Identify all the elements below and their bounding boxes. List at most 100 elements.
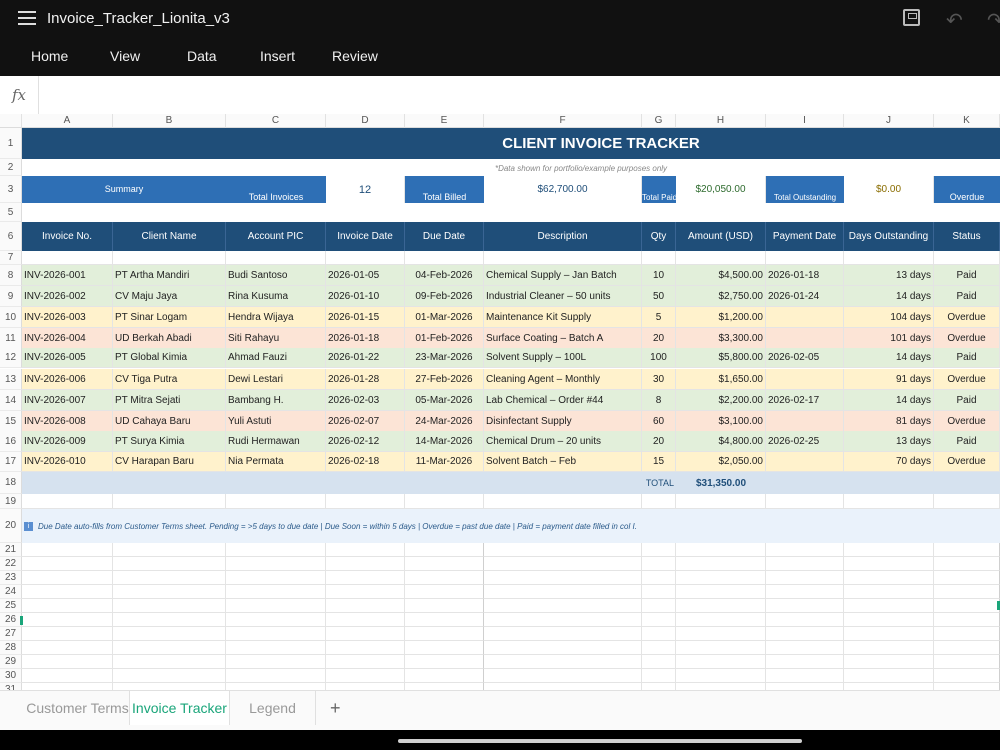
spreadsheet-grid[interactable]: CLIENT INVOICE TRACKER *Data shown for p… (0, 114, 1000, 690)
empty-cell[interactable] (676, 585, 766, 599)
table-cell[interactable]: Budi Santoso (226, 265, 326, 286)
table-cell[interactable]: CV Tiga Putra (113, 369, 226, 390)
redo-icon[interactable]: ↷ (987, 10, 1000, 32)
empty-cell[interactable] (676, 251, 766, 265)
table-cell[interactable] (766, 369, 844, 390)
menu-home[interactable]: Home (31, 48, 69, 64)
table-cell[interactable]: INV-2026-010 (22, 452, 113, 472)
empty-cell[interactable] (934, 683, 1000, 690)
table-cell[interactable]: $1,650.00 (676, 369, 766, 390)
empty-cell[interactable] (676, 599, 766, 613)
table-cell[interactable]: 91 days (844, 369, 934, 390)
table-cell[interactable]: 70 days (844, 452, 934, 472)
table-cell[interactable]: Industrial Cleaner – 50 units (484, 286, 642, 307)
empty-cell[interactable] (326, 557, 405, 571)
table-cell[interactable]: 14 days (844, 390, 934, 411)
table-cell[interactable]: 2026-01-10 (326, 286, 405, 307)
table-cell[interactable]: PT Mitra Sejati (113, 390, 226, 411)
table-cell[interactable]: $2,750.00 (676, 286, 766, 307)
empty-cell[interactable] (226, 613, 326, 627)
table-cell[interactable]: Paid (934, 431, 1000, 452)
table-header-cell[interactable]: Description (484, 222, 642, 251)
table-cell[interactable]: 2026-01-18 (766, 265, 844, 286)
table-header-cell[interactable]: Qty (642, 222, 676, 251)
menu-review[interactable]: Review (332, 48, 378, 64)
table-cell[interactable]: 2026-01-24 (766, 286, 844, 307)
empty-cell[interactable] (22, 683, 113, 690)
table-cell[interactable]: 14 days (844, 348, 934, 368)
table-cell[interactable]: INV-2026-008 (22, 411, 113, 432)
empty-cell[interactable] (844, 669, 934, 683)
row-header-6[interactable]: 6 (0, 222, 22, 251)
table-cell[interactable]: 09-Feb-2026 (405, 286, 484, 307)
empty-cell[interactable] (676, 641, 766, 655)
table-cell[interactable]: INV-2026-006 (22, 369, 113, 390)
empty-cell[interactable] (766, 557, 844, 571)
empty-cell[interactable] (326, 494, 405, 509)
row-header-3[interactable]: 3 (0, 176, 22, 203)
empty-cell[interactable] (844, 251, 934, 265)
table-cell[interactable]: 04-Feb-2026 (405, 265, 484, 286)
row-header-24[interactable]: 24 (0, 585, 22, 599)
empty-cell[interactable] (226, 599, 326, 613)
table-cell[interactable]: 24-Mar-2026 (405, 411, 484, 432)
empty-cell[interactable] (676, 543, 766, 557)
row-header-23[interactable]: 23 (0, 571, 22, 585)
row-header-12[interactable]: 12 (0, 348, 22, 368)
row-header-29[interactable]: 29 (0, 655, 22, 669)
table-header-cell[interactable]: Due Date (405, 222, 484, 251)
table-cell[interactable]: $2,200.00 (676, 390, 766, 411)
empty-cell[interactable] (326, 571, 405, 585)
empty-cell[interactable] (22, 585, 113, 599)
table-cell[interactable]: Rina Kusuma (226, 286, 326, 307)
empty-cell[interactable] (844, 683, 934, 690)
table-cell[interactable]: PT Sinar Logam (113, 307, 226, 328)
row-header-27[interactable]: 27 (0, 627, 22, 641)
table-cell[interactable]: $4,500.00 (676, 265, 766, 286)
table-cell[interactable]: $4,800.00 (676, 431, 766, 452)
table-cell[interactable]: 2026-02-07 (326, 411, 405, 432)
empty-cell[interactable] (226, 557, 326, 571)
empty-cell[interactable] (484, 599, 642, 613)
table-cell[interactable]: 2026-01-22 (326, 348, 405, 368)
total-invoices-value[interactable]: 12 (326, 176, 405, 203)
table-cell[interactable]: Yuli Astuti (226, 411, 326, 432)
empty-cell[interactable] (113, 627, 226, 641)
column-header-a[interactable]: A (22, 114, 113, 128)
empty-cell[interactable] (766, 655, 844, 669)
empty-cell[interactable] (676, 557, 766, 571)
empty-cell[interactable] (226, 641, 326, 655)
empty-cell[interactable] (934, 557, 1000, 571)
table-cell[interactable]: Paid (934, 348, 1000, 368)
table-cell[interactable]: 8 (642, 390, 676, 411)
empty-cell[interactable] (642, 599, 676, 613)
empty-cell[interactable] (934, 543, 1000, 557)
column-header-i[interactable]: I (766, 114, 844, 128)
empty-cell[interactable] (113, 655, 226, 669)
empty-cell[interactable] (405, 627, 484, 641)
empty-cell[interactable] (22, 557, 113, 571)
empty-cell[interactable] (22, 494, 113, 509)
table-cell[interactable]: 100 (642, 348, 676, 368)
empty-cell[interactable] (484, 557, 642, 571)
row-header-13[interactable]: 13 (0, 369, 22, 390)
empty-cell[interactable] (22, 627, 113, 641)
empty-cell[interactable] (642, 543, 676, 557)
empty-cell[interactable] (22, 571, 113, 585)
table-cell[interactable]: 20 (642, 431, 676, 452)
table-cell[interactable]: INV-2026-009 (22, 431, 113, 452)
empty-cell[interactable] (326, 655, 405, 669)
empty-cell[interactable] (844, 543, 934, 557)
table-cell[interactable]: Disinfectant Supply (484, 411, 642, 432)
empty-cell[interactable] (676, 627, 766, 641)
table-cell[interactable]: $5,800.00 (676, 348, 766, 368)
menu-view[interactable]: View (110, 48, 141, 64)
row-header-20[interactable]: 20 (0, 509, 22, 543)
empty-cell[interactable] (113, 683, 226, 690)
empty-cell[interactable] (484, 641, 642, 655)
column-header-e[interactable]: E (405, 114, 484, 128)
table-cell[interactable]: Overdue (934, 411, 1000, 432)
tab-legend[interactable]: Legend (230, 691, 316, 725)
row-header-25[interactable]: 25 (0, 599, 22, 613)
empty-cell[interactable] (484, 627, 642, 641)
